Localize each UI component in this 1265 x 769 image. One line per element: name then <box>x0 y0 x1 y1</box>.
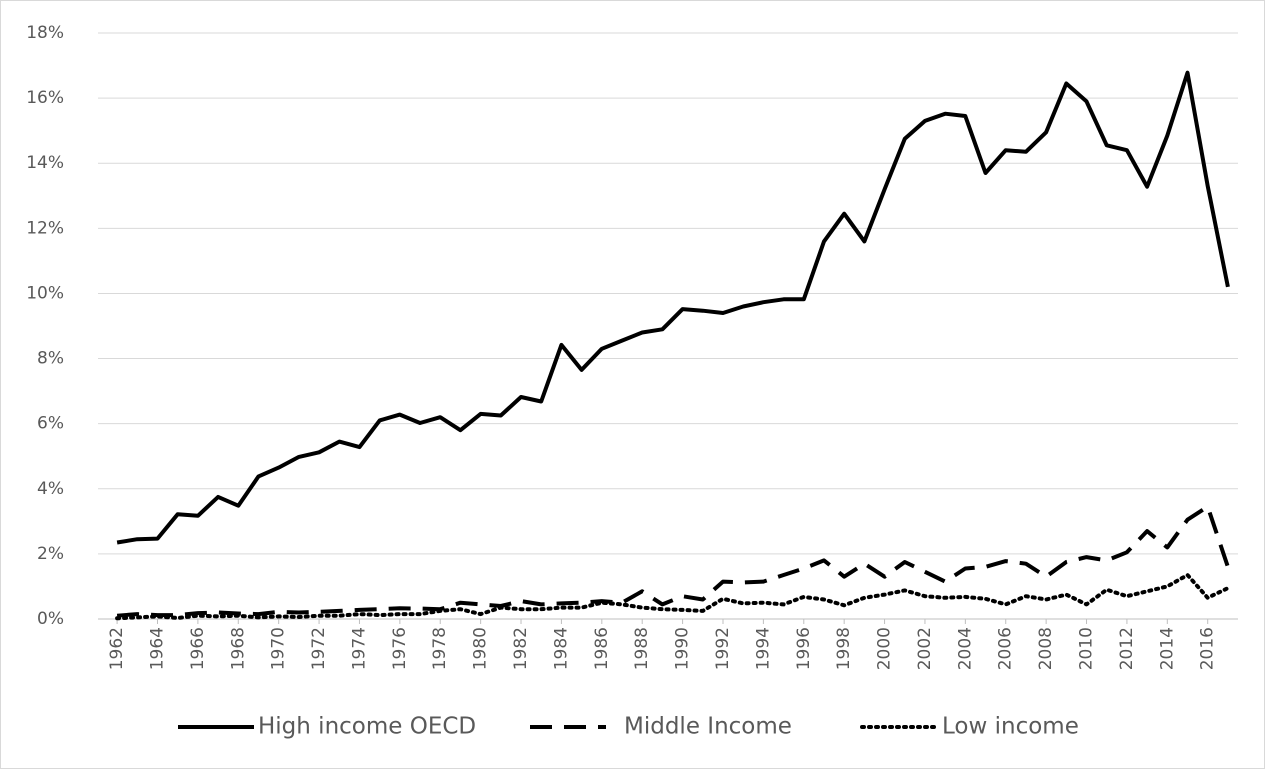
x-tick-label: 1980 <box>471 627 491 670</box>
y-tick-label: 4% <box>37 479 64 499</box>
x-tick-label: 1964 <box>147 627 167 670</box>
x-tick-label: 1992 <box>713 627 733 670</box>
x-tick-label: 1990 <box>673 627 693 670</box>
y-tick-label: 8% <box>37 349 64 369</box>
x-tick-label: 1986 <box>592 627 612 670</box>
x-tick-label: 2014 <box>1157 627 1177 670</box>
y-tick-label: 16% <box>26 88 64 108</box>
series-line <box>115 573 1230 621</box>
y-tick-label: 12% <box>26 218 64 238</box>
x-tick-label: 1984 <box>551 627 571 670</box>
x-tick-label: 1962 <box>107 627 127 670</box>
x-tick-label: 2000 <box>875 627 895 670</box>
series-line <box>116 70 1230 545</box>
x-tick-label: 2016 <box>1198 627 1218 670</box>
legend-label: High income OECD <box>258 714 476 740</box>
legend-label: Middle Income <box>624 714 792 740</box>
x-tick-label: 1976 <box>390 627 410 670</box>
y-tick-label: 2% <box>37 544 64 564</box>
x-tick-label: 1970 <box>269 627 289 670</box>
x-tick-label: 2012 <box>1117 627 1137 670</box>
x-tick-label: 1982 <box>511 627 531 670</box>
y-tick-label: 6% <box>37 414 64 434</box>
x-tick-label: 2006 <box>996 627 1016 670</box>
y-tick-label: 10% <box>26 283 64 303</box>
legend-label: Low income <box>942 714 1079 740</box>
y-tick-label: 14% <box>26 153 64 173</box>
series-line <box>116 504 1230 618</box>
x-tick-label: 1994 <box>753 627 773 670</box>
x-tick-label: 1966 <box>188 627 208 670</box>
x-tick-label: 1996 <box>794 627 814 670</box>
x-tick-label: 2010 <box>1077 627 1097 670</box>
x-tick-label: 2008 <box>1036 627 1056 670</box>
x-tick-label: 1998 <box>834 627 854 670</box>
x-tick-label: 1968 <box>228 627 248 670</box>
x-tick-label: 1978 <box>430 627 450 670</box>
x-tick-label: 1972 <box>309 627 329 670</box>
x-tick-label: 2002 <box>915 627 935 670</box>
x-tick-label: 1974 <box>349 627 369 670</box>
y-tick-label: 0% <box>37 609 64 629</box>
x-tick-label: 2004 <box>955 627 975 670</box>
y-tick-label: 18% <box>26 23 64 43</box>
x-tick-label: 1988 <box>632 627 652 670</box>
